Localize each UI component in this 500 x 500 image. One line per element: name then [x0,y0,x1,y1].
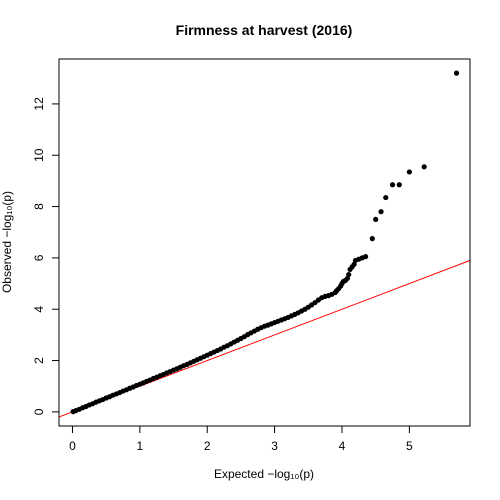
data-point [383,194,389,201]
y-tick-label: 10 [32,148,46,162]
x-tick-label: 0 [69,439,76,453]
x-axis-label: Expected −log₁₀(p) [214,467,314,481]
plot-frame [58,58,471,427]
chart-title: Firmness at harvest (2016) [176,22,353,38]
x-tick-label: 2 [204,439,211,453]
y-tick-label: 4 [32,306,46,313]
x-tick-label: 3 [271,439,278,453]
y-tick-label: 12 [32,97,46,111]
x-tick-label: 5 [406,439,413,453]
y-tick-label: 8 [32,203,46,210]
data-point [406,169,412,175]
data-point [421,164,427,170]
data-point [362,254,369,260]
data-point [453,70,460,76]
data-point [389,182,396,188]
data-point [378,209,384,215]
data-point [346,271,352,278]
x-tick-label: 4 [339,439,346,453]
y-tick-label: 6 [32,254,46,261]
data-point [369,236,375,242]
data-point [373,216,379,223]
y-tick-label: 2 [32,357,46,364]
x-tick-label: 1 [137,439,144,453]
y-tick-label: 0 [32,408,46,415]
y-axis-label: Observed −log₁₀(p) [0,191,14,293]
data-point [396,182,402,188]
